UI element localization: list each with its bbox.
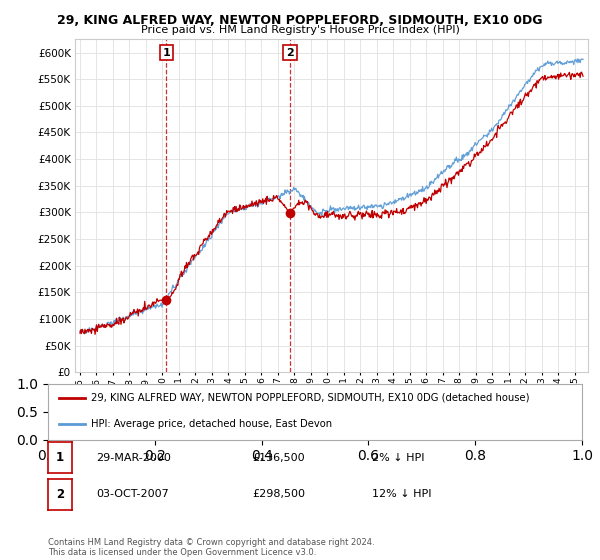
Text: £298,500: £298,500: [252, 489, 305, 499]
Text: 29, KING ALFRED WAY, NEWTON POPPLEFORD, SIDMOUTH, EX10 0DG: 29, KING ALFRED WAY, NEWTON POPPLEFORD, …: [57, 14, 543, 27]
Text: 1: 1: [163, 48, 170, 58]
Text: 2: 2: [286, 48, 294, 58]
Text: 12% ↓ HPI: 12% ↓ HPI: [372, 489, 431, 499]
Text: 1: 1: [56, 451, 64, 464]
Text: £136,500: £136,500: [252, 453, 305, 463]
Text: Price paid vs. HM Land Registry's House Price Index (HPI): Price paid vs. HM Land Registry's House …: [140, 25, 460, 35]
Text: 29, KING ALFRED WAY, NEWTON POPPLEFORD, SIDMOUTH, EX10 0DG (detached house): 29, KING ALFRED WAY, NEWTON POPPLEFORD, …: [91, 393, 529, 403]
Text: Contains HM Land Registry data © Crown copyright and database right 2024.
This d: Contains HM Land Registry data © Crown c…: [48, 538, 374, 557]
Text: HPI: Average price, detached house, East Devon: HPI: Average price, detached house, East…: [91, 419, 332, 429]
Text: 2: 2: [56, 488, 64, 501]
Text: 2% ↓ HPI: 2% ↓ HPI: [372, 453, 425, 463]
Text: 29-MAR-2000: 29-MAR-2000: [96, 453, 171, 463]
Text: 03-OCT-2007: 03-OCT-2007: [96, 489, 169, 499]
